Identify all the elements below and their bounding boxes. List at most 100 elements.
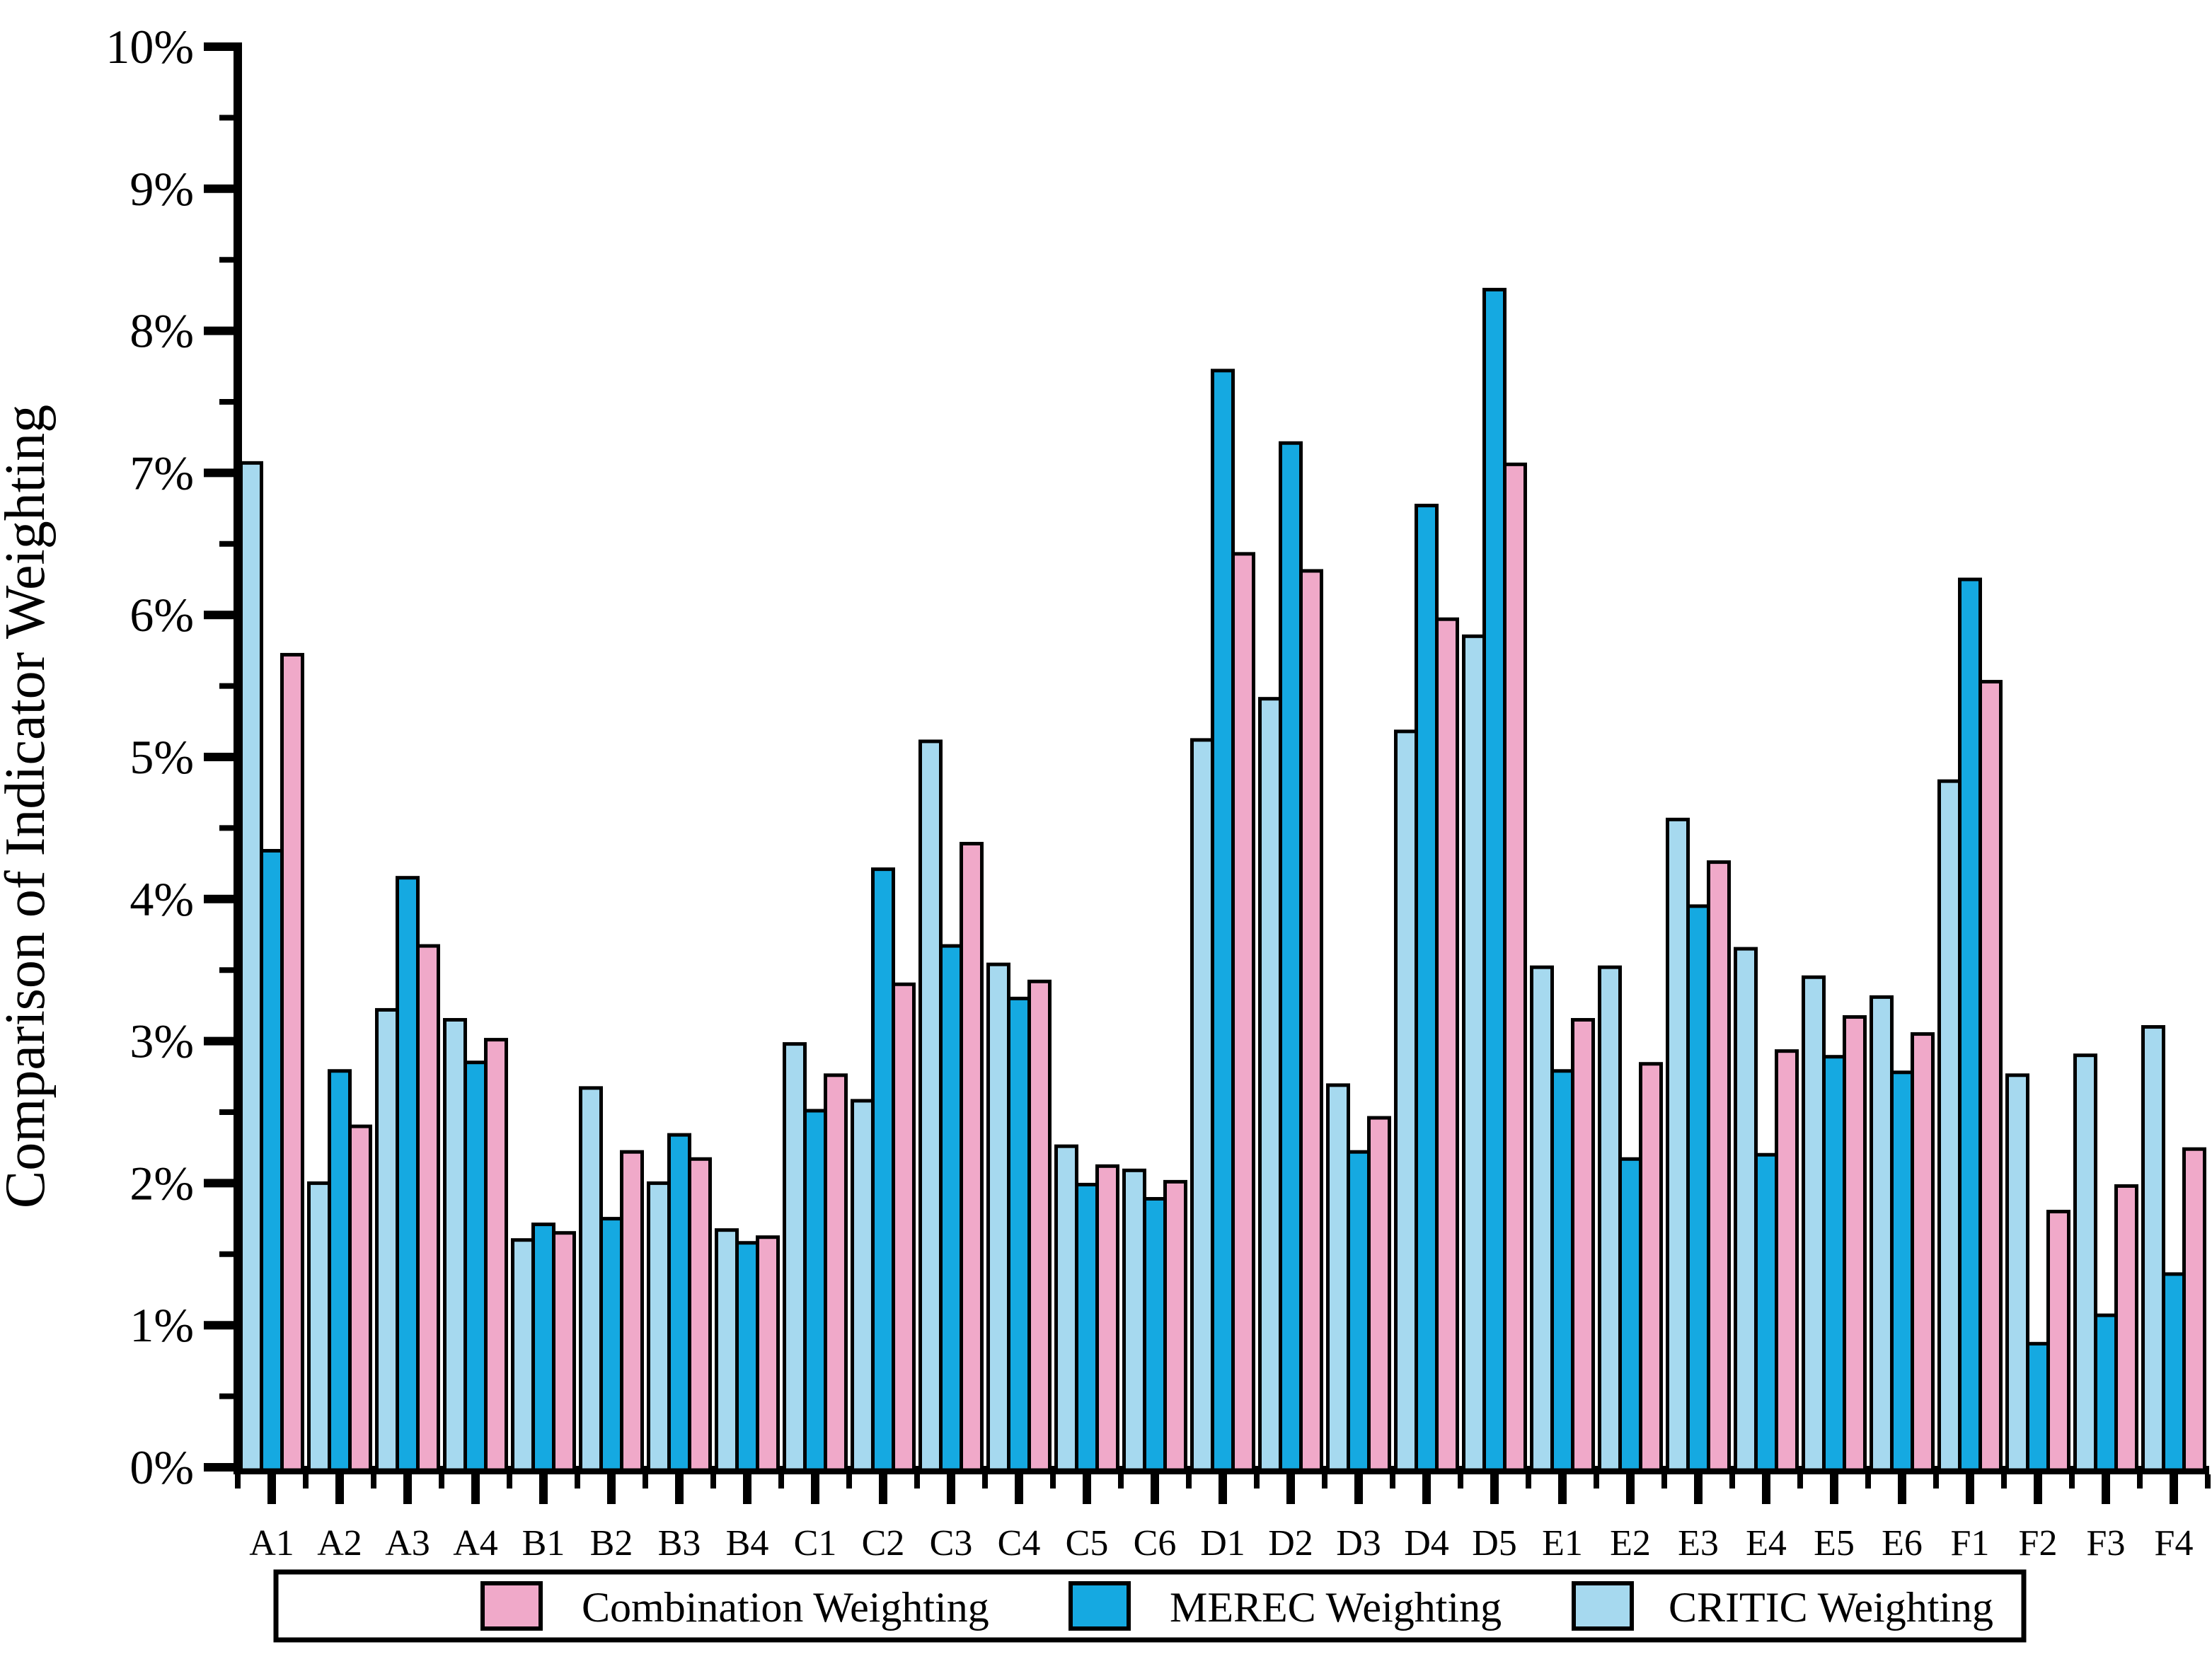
bar-D1-critic bbox=[1190, 738, 1214, 1472]
bar-A2-combination bbox=[348, 1124, 372, 1472]
legend-swatch-critic bbox=[1572, 1581, 1634, 1631]
bar-B2-combination bbox=[620, 1150, 644, 1472]
x-tick-label: E3 bbox=[1678, 1523, 1719, 1563]
x-tick-label: F3 bbox=[2087, 1523, 2126, 1563]
bar-B4-critic bbox=[715, 1228, 739, 1472]
legend-label-critic: CRITIC Weighting bbox=[1669, 1584, 1993, 1631]
bar-F3-combination bbox=[2114, 1184, 2138, 1472]
legend-box bbox=[273, 1569, 2027, 1643]
x-tick-label: F2 bbox=[2019, 1523, 2058, 1563]
x-tick-label: B4 bbox=[726, 1523, 769, 1563]
bar-D4-critic bbox=[1394, 729, 1418, 1472]
bar-A4-combination bbox=[484, 1038, 508, 1472]
bar-A4-merec bbox=[463, 1060, 488, 1472]
x-tick-label: B1 bbox=[522, 1523, 565, 1563]
x-tick-label: E4 bbox=[1746, 1523, 1787, 1563]
bar-B1-combination bbox=[552, 1231, 576, 1472]
bar-F4-combination bbox=[2182, 1147, 2206, 1472]
bar-A3-critic bbox=[375, 1007, 399, 1472]
bar-A3-combination bbox=[416, 944, 440, 1472]
x-tick-label: F4 bbox=[2155, 1523, 2194, 1563]
bar-A1-combination bbox=[280, 652, 304, 1472]
bar-B3-critic bbox=[647, 1181, 671, 1472]
bar-B2-merec bbox=[599, 1217, 623, 1472]
x-tick-label: E6 bbox=[1882, 1523, 1923, 1563]
y-tick-label: 10% bbox=[105, 20, 194, 74]
x-tick-label: C4 bbox=[998, 1523, 1041, 1563]
bar-E6-critic bbox=[1870, 995, 1894, 1472]
bar-A3-merec bbox=[396, 876, 420, 1472]
x-tick-label: B3 bbox=[658, 1523, 701, 1563]
y-tick-label: 4% bbox=[129, 872, 194, 926]
bar-E2-merec bbox=[1618, 1157, 1642, 1472]
bar-C4-critic bbox=[986, 962, 1010, 1472]
bar-F2-merec bbox=[2026, 1341, 2050, 1472]
bar-D2-combination bbox=[1299, 569, 1323, 1472]
bar-A1-merec bbox=[260, 849, 284, 1472]
bar-E2-critic bbox=[1598, 965, 1622, 1472]
x-tick-label: C6 bbox=[1134, 1523, 1177, 1563]
bar-D2-merec bbox=[1279, 441, 1303, 1472]
bar-C5-critic bbox=[1054, 1144, 1078, 1472]
bar-D4-combination bbox=[1435, 617, 1459, 1472]
bar-E6-merec bbox=[1890, 1070, 1914, 1472]
bar-C1-merec bbox=[803, 1109, 827, 1472]
bar-D4-merec bbox=[1415, 504, 1439, 1472]
y-axis-title: Comparison of Indicator Weighting bbox=[0, 405, 57, 1208]
bar-E3-critic bbox=[1666, 817, 1690, 1472]
bar-F2-combination bbox=[2046, 1210, 2070, 1472]
bar-D3-merec bbox=[1347, 1150, 1371, 1472]
bar-E4-critic bbox=[1734, 947, 1758, 1472]
x-tick-label: D2 bbox=[1268, 1523, 1313, 1563]
bar-B4-merec bbox=[735, 1241, 759, 1472]
bar-D5-critic bbox=[1462, 634, 1486, 1472]
bar-E1-combination bbox=[1571, 1017, 1595, 1472]
y-tick-label: 0% bbox=[129, 1440, 194, 1494]
x-tick-label: E5 bbox=[1814, 1523, 1855, 1563]
bar-C3-critic bbox=[918, 739, 943, 1472]
bar-B1-merec bbox=[531, 1222, 555, 1472]
legend-swatch-combination bbox=[480, 1581, 543, 1631]
bar-C5-combination bbox=[1095, 1164, 1119, 1472]
x-tick-label: C5 bbox=[1066, 1523, 1109, 1563]
x-tick-label: A2 bbox=[317, 1523, 362, 1563]
bar-B2-critic bbox=[579, 1086, 603, 1472]
bar-C1-combination bbox=[824, 1073, 848, 1472]
bar-E5-combination bbox=[1843, 1015, 1867, 1472]
bar-A1-critic bbox=[239, 461, 263, 1472]
bar-C3-merec bbox=[939, 944, 963, 1472]
bar-E3-combination bbox=[1707, 860, 1731, 1472]
bar-D3-combination bbox=[1367, 1116, 1391, 1472]
y-tick-label: 2% bbox=[129, 1156, 194, 1210]
x-tick-label: A1 bbox=[249, 1523, 294, 1563]
bar-B4-combination bbox=[756, 1235, 780, 1472]
legend-swatch-merec bbox=[1068, 1581, 1131, 1631]
x-tick-label: D4 bbox=[1404, 1523, 1449, 1563]
bar-F2-critic bbox=[2005, 1073, 2029, 1472]
bar-E1-critic bbox=[1530, 965, 1554, 1472]
bar-C6-combination bbox=[1163, 1179, 1187, 1472]
bar-D1-merec bbox=[1211, 369, 1235, 1472]
y-tick-label: 3% bbox=[129, 1015, 194, 1068]
bar-E6-combination bbox=[1911, 1032, 1935, 1472]
legend-label-combination: Combination Weighting bbox=[582, 1584, 989, 1631]
bar-C2-critic bbox=[851, 1099, 875, 1472]
x-tick-label: E2 bbox=[1610, 1523, 1651, 1563]
y-tick-label: 6% bbox=[129, 588, 194, 642]
y-tick-label: 7% bbox=[129, 446, 194, 499]
x-tick-label: D1 bbox=[1200, 1523, 1245, 1563]
x-tick-label: A3 bbox=[385, 1523, 430, 1563]
bar-C2-merec bbox=[871, 867, 895, 1472]
bar-F1-critic bbox=[1937, 779, 1962, 1472]
bar-B3-combination bbox=[688, 1157, 712, 1472]
bar-C2-combination bbox=[892, 982, 916, 1472]
y-tick-label: 9% bbox=[129, 162, 194, 216]
bar-C4-combination bbox=[1027, 979, 1052, 1472]
x-tick-label: B2 bbox=[590, 1523, 633, 1563]
x-tick-label: C1 bbox=[794, 1523, 837, 1563]
bar-C5-merec bbox=[1075, 1182, 1099, 1472]
bar-E4-merec bbox=[1754, 1152, 1778, 1472]
bar-C4-merec bbox=[1007, 996, 1031, 1472]
